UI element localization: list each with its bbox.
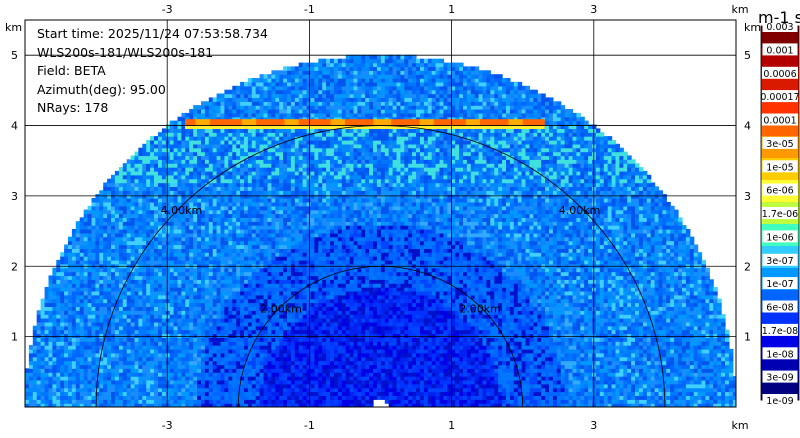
plot-frame	[24, 19, 737, 408]
axis-unit-label: km	[5, 21, 22, 34]
y-tick-label: 3	[11, 190, 18, 203]
y-tick-label: 4	[11, 120, 18, 133]
cloud-layer	[185, 119, 545, 129]
x-tick-label: 3	[590, 419, 597, 432]
range-ring-label: 2.00km	[260, 303, 302, 316]
colorbar-label-bg	[762, 300, 798, 313]
colorbar-label: 0.0006	[763, 69, 796, 80]
instrument-text: WLS200s-181/WLS200s-181	[37, 44, 214, 60]
colorbar-label-bg	[762, 20, 798, 32]
range-ring-label: 4.00km	[161, 204, 203, 217]
nrays-text: NRays: 178	[37, 100, 109, 115]
x-tick-label: -3	[162, 3, 173, 16]
colorbar-label-bg	[762, 113, 798, 126]
colorbar-label-bg	[762, 394, 798, 406]
x-tick-label: -1	[304, 3, 315, 16]
colorbar-label: 0.00017	[760, 92, 799, 103]
colorbar-title: m-1 sr-1	[758, 8, 800, 27]
colorbar-label: 1.7e-08	[762, 326, 798, 337]
colorbar-label-bg	[762, 347, 798, 360]
y-tick-label: 3	[744, 190, 751, 203]
axis-unit-label: km	[744, 21, 761, 34]
colorbar-label-bg	[762, 66, 798, 79]
colorbar-label: 1e-07	[766, 279, 793, 290]
colorbar-label: 6e-06	[766, 186, 793, 197]
x-tick-label: 1	[448, 419, 455, 432]
azimuth-text: Azimuth(deg): 95.00	[37, 81, 166, 97]
colorbar-label: 1e-09	[766, 396, 793, 407]
info-box: Start time: 2025/11/24 07:53:58.734 WLS2…	[37, 25, 268, 118]
x-tick-label: -1	[304, 419, 315, 432]
grid-lines	[25, 20, 736, 407]
colorbar-label-bg	[762, 90, 798, 103]
colorbar-label: 0.001	[766, 45, 793, 56]
beta-field	[25, 54, 736, 407]
colorbar-label-bg	[762, 43, 798, 56]
colorbar-label-bg	[762, 277, 798, 290]
y-tick-label: 5	[744, 49, 751, 62]
y-tick-label: 2	[11, 260, 18, 273]
colorbar-label: 0.003	[766, 22, 793, 33]
field-text: Field: BETA	[37, 63, 106, 78]
colorbar-label-bg	[762, 160, 798, 173]
start-time-text: Start time: 2025/11/24 07:53:58.734	[37, 26, 268, 41]
range-ring-label: 4.00km	[559, 204, 601, 217]
x-tick-label: -3	[162, 419, 173, 432]
colorbar-label: 1e-05	[766, 162, 793, 173]
y-tick-label: 5	[11, 49, 18, 62]
colorbar-label-bg	[762, 370, 798, 383]
colorbar-label: 0.0001	[763, 116, 796, 127]
axis-unit-label: km	[731, 419, 748, 432]
axis-ticks: -3 -3 -1 -1 1 1 3 3 1 1 2 2 3 3 4 4 5 5 km km km km	[5, 3, 761, 432]
colorbar: 0.003 0.001 0.0006 0.00017 0.0001 3e-05 1e-05 6…	[760, 20, 800, 407]
axis-unit-label: km	[731, 3, 748, 16]
y-tick-label: 1	[744, 331, 751, 344]
colorbar-label: 3e-05	[766, 139, 793, 150]
y-tick-label: 4	[744, 120, 751, 133]
colorbar-label: 3e-09	[766, 373, 793, 384]
colorbar-label-bg	[762, 207, 798, 219]
y-tick-label: 1	[11, 331, 18, 344]
colorbar-label-bg	[762, 136, 798, 149]
range-ring-label: 2.00km	[459, 303, 501, 316]
x-tick-label: 3	[590, 3, 597, 16]
colorbar-label: 6e-08	[766, 303, 793, 314]
y-tick-label: 2	[744, 260, 751, 273]
colorbar-label: 1e-06	[766, 232, 793, 243]
x-tick-label: 1	[448, 3, 455, 16]
colorbar-label: 1.7e-06	[762, 209, 798, 220]
colorbar-label-bg	[762, 253, 798, 266]
colorbar-label: 1e-08	[766, 349, 793, 360]
colorbar-label: 3e-07	[766, 256, 793, 267]
colorbar-label-bg	[762, 323, 798, 336]
colorbar-label-bg	[762, 230, 798, 243]
colorbar-label-bg	[762, 183, 798, 196]
